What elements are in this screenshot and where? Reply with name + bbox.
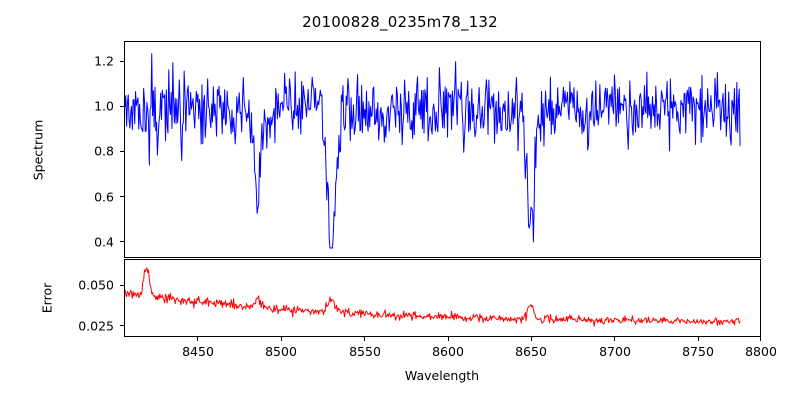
ytick-label-top-2: 0.8 xyxy=(94,143,114,159)
error-line-chart xyxy=(125,267,741,327)
xtick-mark-6 xyxy=(697,337,699,341)
ytick-mark-top-3 xyxy=(120,105,124,107)
xtick-label-1: 8500 xyxy=(265,344,297,359)
ytick-mark-top-4 xyxy=(120,60,124,62)
spectrum-line-chart xyxy=(125,53,741,249)
ytick-mark-bottom-0 xyxy=(120,325,124,327)
xtick-label-6: 8750 xyxy=(682,344,714,359)
ytick-label-top-4: 1.2 xyxy=(94,53,114,69)
ytick-label-top-3: 1.0 xyxy=(94,98,114,114)
xtick-mark-2 xyxy=(364,337,366,341)
xtick-mark-1 xyxy=(280,337,282,341)
xtick-mark-7 xyxy=(760,337,762,341)
figure-title: 20100828_0235m78_132 xyxy=(302,13,498,31)
xtick-label-0: 8450 xyxy=(182,344,214,359)
xtick-label-4: 8650 xyxy=(515,344,547,359)
ytick-label-top-1: 0.6 xyxy=(94,189,114,205)
xtick-mark-0 xyxy=(197,337,199,341)
xtick-label-3: 8600 xyxy=(432,344,464,359)
y-axis-label-spectrum: Spectrum xyxy=(30,119,46,181)
spectrum-plot-panel xyxy=(124,41,761,258)
ytick-label-bottom-0: 0.025 xyxy=(78,318,114,334)
error-trace xyxy=(125,267,741,327)
xtick-label-5: 8700 xyxy=(599,344,631,359)
spectrum-trace xyxy=(125,53,741,249)
x-axis-label-wavelength: Wavelength xyxy=(404,368,480,383)
xtick-label-2: 8550 xyxy=(349,344,381,359)
xtick-mark-4 xyxy=(531,337,533,341)
y-axis-label-error: Error xyxy=(39,282,55,314)
ytick-label-top-0: 0.4 xyxy=(94,234,114,250)
error-plot-panel xyxy=(124,259,761,337)
ytick-mark-top-0 xyxy=(120,241,124,243)
xtick-mark-3 xyxy=(447,337,449,341)
xtick-label-7: 8800 xyxy=(745,344,777,359)
ytick-label-bottom-1: 0.050 xyxy=(78,277,114,293)
xtick-mark-5 xyxy=(614,337,616,341)
ytick-mark-bottom-1 xyxy=(120,284,124,286)
ytick-mark-top-2 xyxy=(120,150,124,152)
ytick-mark-top-1 xyxy=(120,196,124,198)
